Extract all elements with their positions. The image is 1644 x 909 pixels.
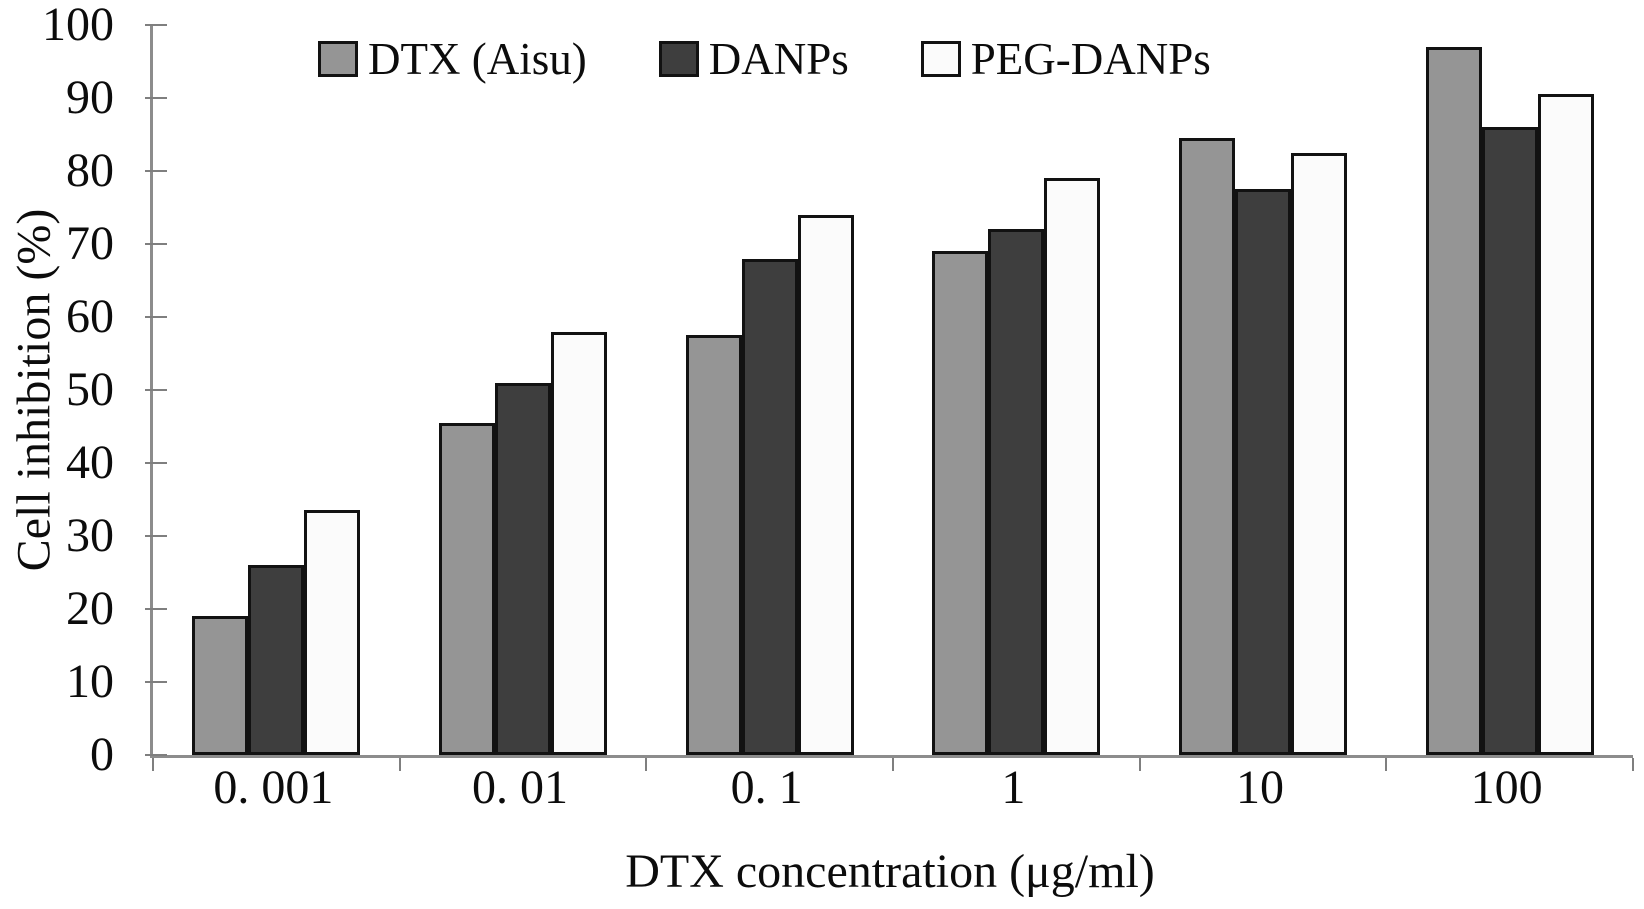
- y-tick-label: 80: [66, 144, 114, 197]
- y-tick-label: 70: [66, 217, 114, 270]
- plot-area: [145, 24, 1634, 771]
- legend-label: PEG-DANPs: [970, 34, 1211, 84]
- y-tick-label: 100: [42, 0, 114, 51]
- x-axis-tick: [398, 758, 401, 771]
- legend: DTX (Aisu) DANPs PEG-DANPs: [318, 34, 1211, 84]
- legend-item: DANPs: [658, 34, 849, 84]
- legend-swatch: [920, 41, 961, 77]
- x-tick-label: 100: [1470, 761, 1543, 814]
- x-tick-label: 10: [1235, 761, 1284, 814]
- y-axis-tick: [145, 681, 167, 683]
- y-axis-tick: [145, 170, 167, 172]
- bar-peg-danps: [304, 510, 361, 755]
- x-axis-tick: [1632, 758, 1634, 771]
- x-tick-label: 1: [1001, 761, 1026, 814]
- bar-peg-danps: [797, 215, 854, 755]
- bar-peg-danps: [551, 332, 607, 755]
- y-axis-tick: [145, 243, 167, 245]
- x-axis-tick: [152, 758, 154, 771]
- y-tick-label: 10: [66, 655, 114, 708]
- y-axis-tick: [145, 24, 167, 26]
- y-axis-tick: [145, 389, 167, 391]
- legend-swatch: [658, 41, 699, 77]
- x-tick-label: 0. 01: [471, 761, 568, 814]
- x-axis-tick: [645, 758, 648, 771]
- bar-peg-danps: [1537, 94, 1594, 755]
- bar-dtx-aisu: [439, 423, 495, 755]
- y-tick-label: 20: [66, 582, 114, 635]
- bar-peg-danps: [1291, 153, 1347, 755]
- x-tick-label: 0. 001: [213, 761, 334, 814]
- bar-danps: [741, 259, 798, 755]
- bar-dtx-aisu: [192, 616, 249, 755]
- legend-label: DANPs: [708, 34, 849, 84]
- bar-dtx-aisu: [1425, 47, 1482, 755]
- y-axis-labels: 0 10 20 30 40 50 60 70 80 90 100: [0, 0, 136, 781]
- y-tick-label: 30: [66, 509, 114, 562]
- bar-danps: [495, 383, 551, 755]
- y-tick-label: 0: [90, 728, 114, 781]
- y-axis-tick: [145, 316, 167, 318]
- y-tick-label: 50: [66, 363, 114, 416]
- x-axis-title: DTX concentration (μg/ml): [625, 845, 1155, 898]
- x-axis-tick: [892, 758, 894, 771]
- bar-peg-danps: [1044, 178, 1101, 755]
- x-axis-tick: [1385, 758, 1388, 771]
- legend-item: PEG-DANPs: [920, 34, 1211, 84]
- y-tick-label: 60: [66, 290, 114, 343]
- legend-item: DTX (Aisu): [318, 34, 587, 84]
- bar-danps: [1235, 189, 1291, 755]
- y-axis-tick: [145, 462, 167, 464]
- x-axis-labels: 0. 001 0. 01 0. 1 1 10 100: [150, 760, 1630, 820]
- y-axis-tick: [145, 97, 167, 99]
- x-tick-label: 0. 1: [730, 761, 803, 814]
- bar-danps: [988, 229, 1045, 755]
- y-axis-tick: [145, 608, 167, 610]
- y-axis-tick: [145, 535, 167, 537]
- legend-swatch: [318, 41, 358, 77]
- legend-label: DTX (Aisu): [368, 34, 587, 84]
- x-axis-tick: [1138, 758, 1141, 771]
- y-axis-tick: [145, 754, 167, 756]
- bar-dtx-aisu: [685, 335, 742, 755]
- y-tick-label: 40: [66, 436, 114, 489]
- y-tick-label: 90: [66, 71, 114, 124]
- bar-danps: [1481, 127, 1538, 755]
- bar-danps: [248, 565, 305, 755]
- bar-dtx-aisu: [1179, 138, 1235, 755]
- bar-dtx-aisu: [932, 251, 989, 755]
